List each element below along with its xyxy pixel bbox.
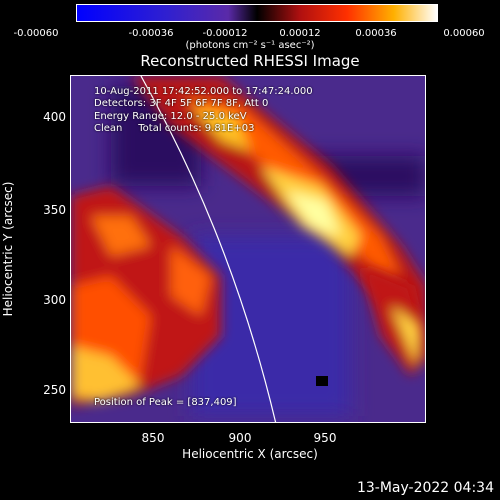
colorbar-gradient <box>77 5 437 21</box>
y-axis-label: Heliocentric Y (arcsec) <box>1 181 15 317</box>
x-axis-label: Heliocentric X (arcsec) <box>182 447 318 461</box>
solar-image-plot <box>70 75 426 423</box>
energy-range-label: Energy Range: 12.0 - 25.0 keV <box>94 111 247 122</box>
image-title: Reconstructed RHESSI Image <box>140 52 360 70</box>
time-range-label: 10-Aug-2011 17:42:52.000 to 17:47:24.000 <box>94 86 313 97</box>
colorbar-tick: -0.00036 <box>128 28 174 39</box>
x-tick-label: 900 <box>228 431 252 445</box>
clean-counts-label: Clean Total counts: 9.81E+03 <box>94 123 255 134</box>
peak-position-label: Position of Peak = [837,409] <box>94 397 237 408</box>
x-tick-label: 950 <box>313 431 337 445</box>
colorbar-tick: 0.00036 <box>355 28 397 39</box>
x-tick-label: 850 <box>141 431 165 445</box>
colorbar-tick: -0.00012 <box>202 28 248 39</box>
colorbar <box>76 4 438 22</box>
colorbar-tick: 0.00060 <box>443 28 485 39</box>
solar-limb <box>140 76 277 422</box>
heatmap-image <box>71 76 425 422</box>
colorbar-tick: -0.00060 <box>13 28 59 39</box>
colorbar-tick: 0.00012 <box>279 28 321 39</box>
detectors-label: Detectors: 3F 4F 5F 6F 7F 8F, Att 0 <box>94 98 269 109</box>
y-tick-label: 250 <box>43 383 66 397</box>
y-tick-label: 400 <box>43 110 66 124</box>
y-tick-label: 350 <box>43 203 66 217</box>
y-tick-label: 300 <box>43 293 66 307</box>
footer-date: 13-May-2022 04:34 <box>356 480 494 496</box>
colorbar-units: (photons cm⁻² s⁻¹ asec⁻²) <box>185 40 315 51</box>
